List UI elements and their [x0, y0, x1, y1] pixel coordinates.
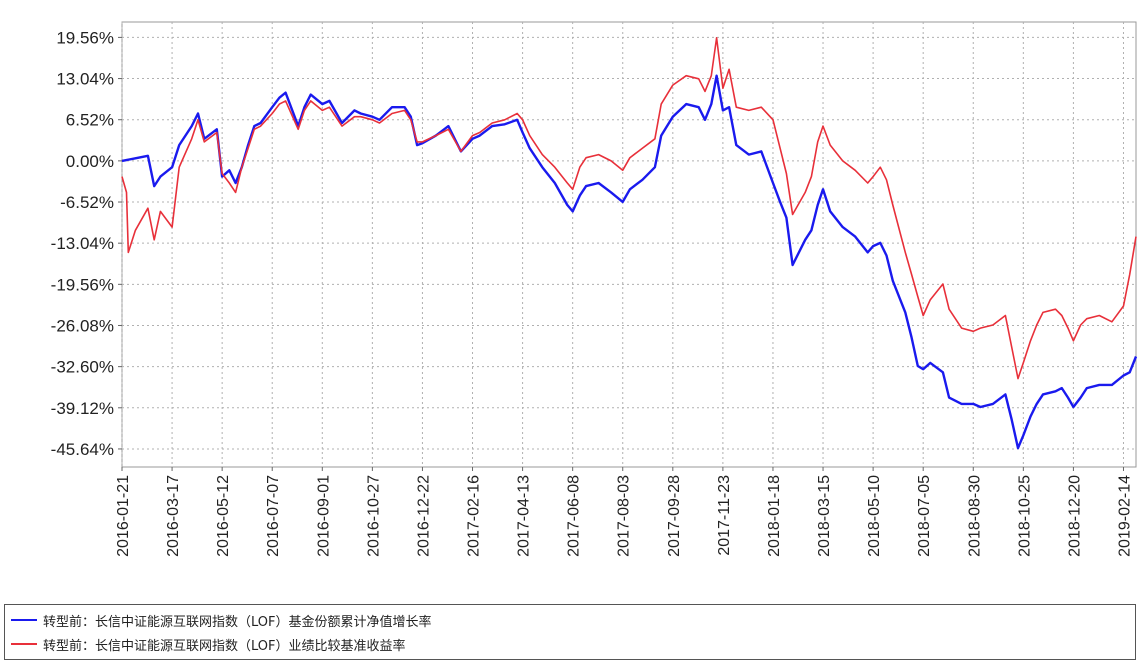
- series-line-benchmark: [121, 36, 1137, 380]
- y-axis-ticks: 19.56% 13.04% 6.52% 0.00% -6.52% -13.04% -19.5…: [51, 28, 122, 459]
- y-tick-label: -45.64%: [51, 440, 114, 459]
- x-tick-label: 2017-02-16: [466, 475, 483, 557]
- legend-label-benchmark: 转型前：长信中证能源互联网指数（LOF）业绩比较基准收益率: [43, 638, 406, 654]
- legend: 转型前：长信中证能源互联网指数（LOF）基金份额累计净值增长率 转型前：长信中证…: [4, 604, 1136, 660]
- x-tick-label: 2016-07-07: [265, 475, 282, 557]
- plot-area: [121, 21, 1137, 468]
- x-tick-label: 2016-09-01: [315, 475, 332, 557]
- x-tick-label: 2017-06-08: [566, 475, 583, 557]
- x-tick-label: 2016-03-17: [165, 475, 182, 557]
- x-tick-label: 2016-12-22: [415, 475, 432, 557]
- x-tick-label: 2016-10-27: [365, 475, 382, 557]
- y-tick-label: 19.56%: [56, 28, 114, 47]
- x-tick-label: 2018-12-20: [1066, 475, 1083, 557]
- x-tick-label: 2018-03-15: [816, 475, 833, 557]
- series-line-nav-growth: [121, 74, 1138, 450]
- x-tick-label: 2018-08-30: [966, 475, 983, 557]
- x-tick-label: 2016-01-21: [115, 475, 132, 557]
- y-tick-label: 13.04%: [56, 70, 114, 89]
- y-tick-label: -6.52%: [60, 193, 114, 212]
- line-chart: 19.56% 13.04% 6.52% 0.00% -6.52% -13.04% -19.5…: [51, 21, 1138, 557]
- y-tick-label: -39.12%: [51, 399, 114, 418]
- legend-item-benchmark: 转型前：长信中证能源互联网指数（LOF）业绩比较基准收益率: [11, 633, 406, 655]
- x-tick-label: 2016-05-12: [215, 475, 232, 557]
- series-lines: [121, 36, 1138, 450]
- x-tick-label: 2017-09-28: [666, 475, 683, 557]
- x-tick-label: 2017-04-13: [516, 475, 533, 557]
- x-tick-label: 2017-08-03: [616, 475, 633, 557]
- y-tick-label: 0.00%: [66, 152, 114, 171]
- x-tick-label: 2018-05-10: [866, 475, 883, 557]
- y-tick-label: -19.56%: [51, 275, 114, 294]
- legend-swatch-blue: [11, 619, 37, 621]
- x-tick-label: 2017-11-23: [716, 475, 733, 556]
- x-tick-label: 2018-07-05: [916, 475, 933, 557]
- legend-item-nav-growth: 转型前：长信中证能源互联网指数（LOF）基金份额累计净值增长率: [11, 609, 432, 631]
- x-tick-label: 2018-01-18: [766, 475, 783, 557]
- y-tick-label: -26.08%: [51, 316, 114, 335]
- x-tick-label: 2019-02-14: [1116, 475, 1133, 557]
- legend-label-nav-growth: 转型前：长信中证能源互联网指数（LOF）基金份额累计净值增长率: [43, 614, 432, 630]
- grid-lines: [121, 22, 1136, 467]
- legend-swatch-red: [11, 643, 37, 645]
- y-tick-label: -13.04%: [51, 234, 114, 253]
- x-axis-ticks: 2016-01-21 2016-03-17 2016-05-12 2016-07-07…: [115, 467, 1133, 557]
- x-tick-label: 2018-10-25: [1016, 475, 1033, 557]
- y-tick-label: 6.52%: [66, 111, 114, 130]
- y-tick-label: -32.60%: [51, 358, 114, 377]
